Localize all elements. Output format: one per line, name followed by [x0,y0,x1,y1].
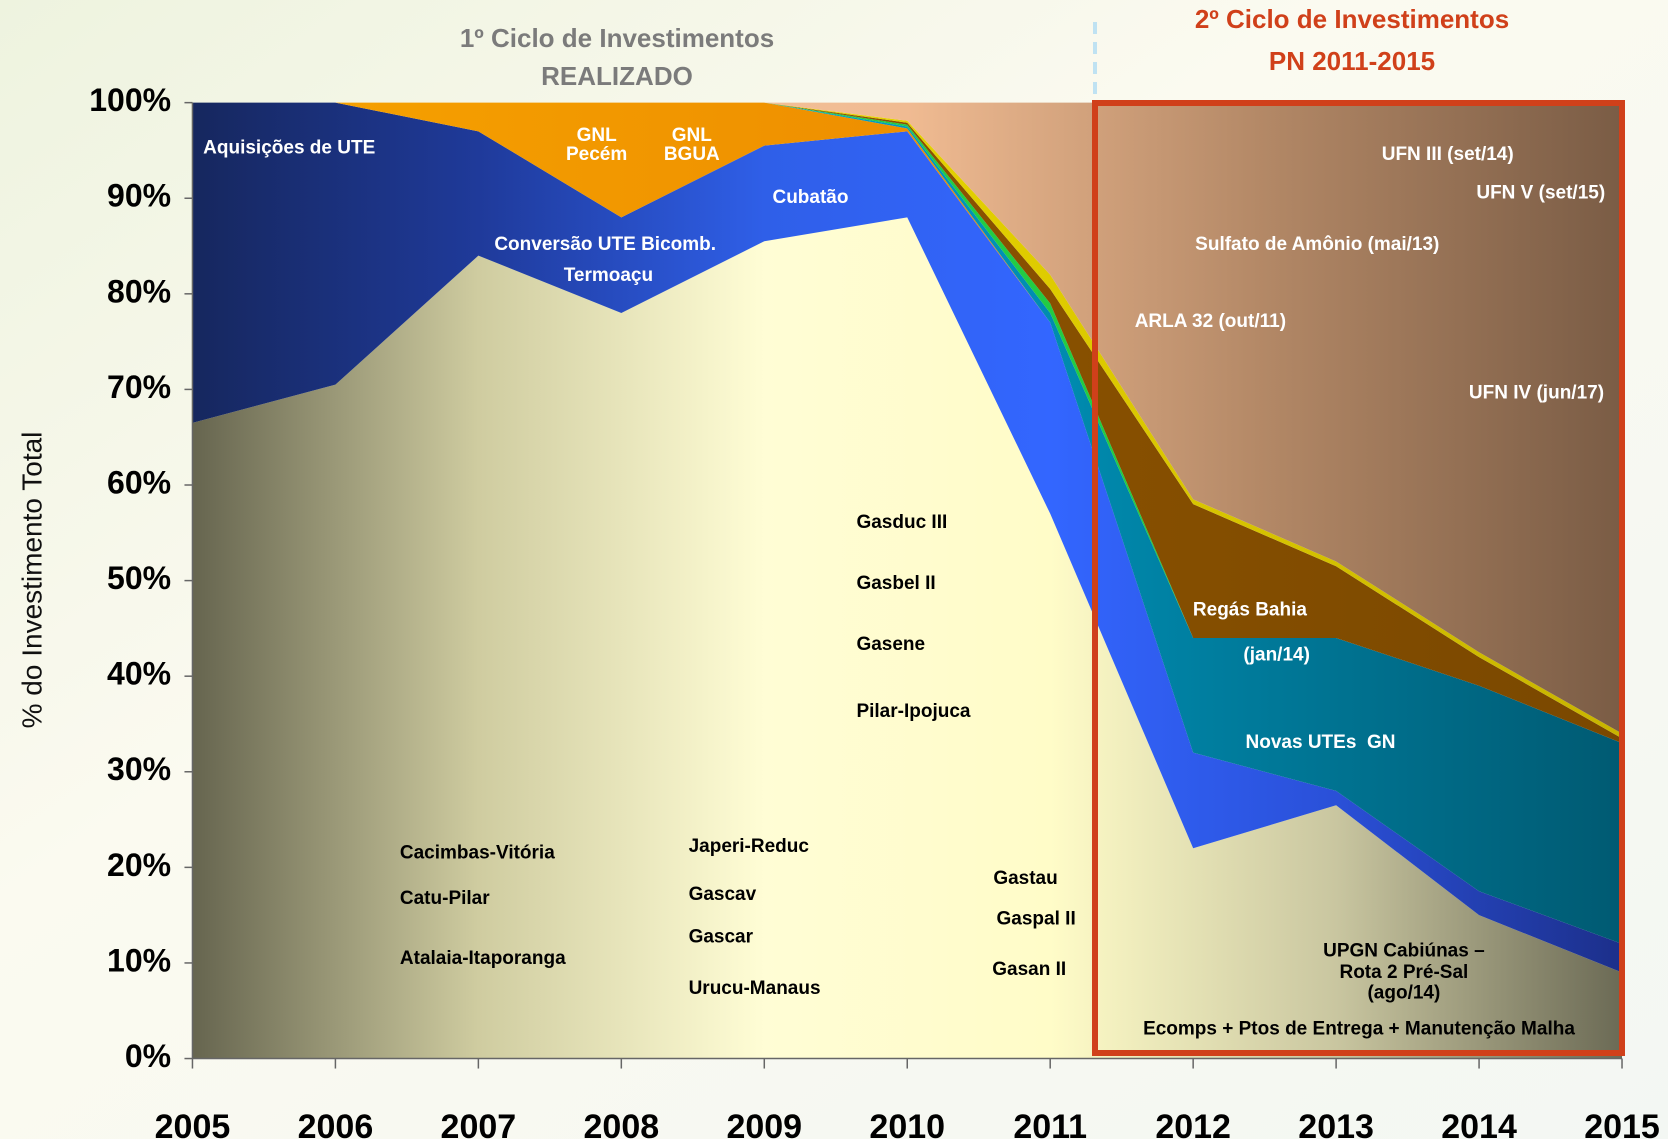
annotation: (jan/14) [1243,644,1310,665]
y-tick-label: 50% [107,560,171,596]
header-left: REALIZADO [541,61,693,91]
annotation: Regás Bahia [1193,600,1307,621]
annotation: (ago/14) [1367,982,1440,1003]
area [192,102,1623,744]
header-right: PN 2011-2015 [1269,46,1435,76]
annotation: GNL [672,125,713,146]
x-tick-label: 2013 [1298,1108,1374,1139]
annotation: Sulfato de Amônio (mai/13) [1195,234,1439,255]
x-tick-label: 2011 [1013,1108,1087,1139]
annotation: Gasbel II [856,573,935,594]
x-tick-label: 2005 [155,1108,231,1139]
annotation: Gascav [689,884,757,905]
annotation: Pilar-Ipojuca [856,701,970,722]
y-tick-label: 90% [107,178,171,214]
x-tick-label: 2007 [441,1108,517,1139]
x-tick-label: 2008 [584,1108,660,1139]
area [192,102,1623,944]
annotation: UFN IV (jun/17) [1469,382,1604,403]
x-tick-label: 2014 [1441,1108,1517,1139]
annotation: UPGN Cabiúnas – [1323,941,1485,962]
annotation: Cacimbas-Vitória [400,842,555,863]
annotation: Cubatão [772,187,848,208]
y-tick-label: 30% [107,751,171,787]
annotation: Gasan II [992,959,1066,980]
y-tick-label: 10% [107,942,171,978]
cycle-2-box [1092,100,1625,1056]
y-tick-label: 100% [89,82,171,118]
x-tick-label: 2015 [1584,1108,1660,1139]
annotation: Gasduc III [856,512,947,533]
annotation: ARLA 32 (out/11) [1135,311,1286,332]
x-tick-label: 2010 [869,1108,945,1139]
annotation: Atalaia-Itaporanga [400,948,566,969]
annotation: Novas UTEs GN [1246,732,1396,753]
annotation: UFN III (set/14) [1382,144,1514,165]
annotation: Aquisições de UTE [203,138,375,159]
x-tick-label: 2006 [298,1108,374,1139]
annotation: UFN V (set/15) [1476,183,1605,204]
area [192,102,1623,973]
annotation: Gasene [856,634,925,655]
y-tick-label: 40% [107,656,171,692]
y-tick-label: 20% [107,847,171,883]
area [192,102,1623,734]
annotation: BGUA [664,144,720,165]
y-tick-label: 80% [107,273,171,309]
annotation: Gaspal II [997,909,1076,930]
area [192,217,1623,1059]
annotation: Termoaçu [564,265,653,286]
x-tick-label: 2009 [726,1108,802,1139]
y-axis-label: % do Investimento Total [16,432,47,729]
annotation: Gascar [689,927,754,948]
annotation: Gastau [993,868,1057,889]
annotation: Pecém [566,144,627,165]
annotation: Urucu-Manaus [689,978,821,999]
y-tick-label: 70% [107,369,171,405]
annotation: Rota 2 Pré-Sal [1339,962,1468,983]
y-tick-label: 60% [107,464,171,500]
y-tick-label: 0% [125,1038,171,1074]
x-tick-label: 2012 [1155,1108,1231,1139]
plot-area [192,102,1623,1059]
annotation: Catu-Pilar [400,888,490,909]
header-left: 1º Ciclo de Investimentos [460,23,774,53]
annotation: GNL [577,125,618,146]
annotation: Ecomps + Ptos de Entrega + Manutenção Ma… [1143,1019,1575,1040]
header-right: 2º Ciclo de Investimentos [1195,4,1509,34]
annotation: Conversão UTE Bicomb. [494,234,716,255]
annotation: Japeri-Reduc [689,836,810,857]
